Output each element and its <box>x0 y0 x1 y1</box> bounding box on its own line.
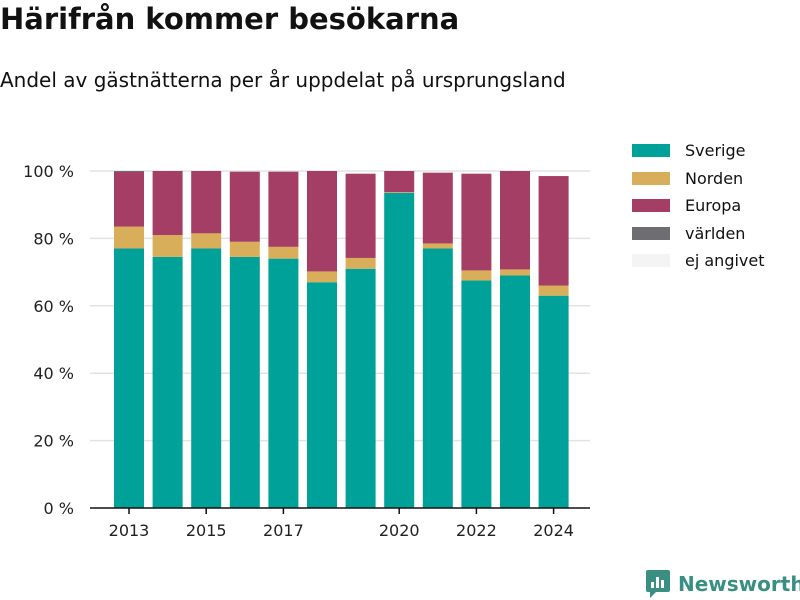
x-tick-label: 2017 <box>263 521 304 540</box>
legend: Sverige Norden Europa världen ej angivet <box>632 137 765 275</box>
legend-item: Norden <box>632 165 765 193</box>
bar-segment <box>229 171 260 242</box>
legend-item: Sverige <box>632 137 765 165</box>
bar-segment <box>384 192 415 508</box>
bar-segment <box>422 243 453 249</box>
legend-swatch <box>632 144 670 158</box>
y-tick-label: 100 % <box>23 162 74 181</box>
bars <box>114 171 569 508</box>
chart-subtitle: Andel av gästnätterna per år uppdelat på… <box>0 68 566 92</box>
bar-segment <box>229 256 260 508</box>
x-tick-label: 2024 <box>533 521 574 540</box>
legend-item: världen <box>632 220 765 248</box>
legend-swatch <box>632 226 670 240</box>
y-tick-label: 40 % <box>33 364 74 383</box>
bar-segment <box>229 241 260 257</box>
bar-segment <box>345 173 376 258</box>
y-tick-label: 60 % <box>33 297 74 316</box>
bar-segment <box>268 258 299 508</box>
bar-segment <box>152 256 183 508</box>
legend-label: ej angivet <box>685 251 765 271</box>
x-tick-label: 2020 <box>379 521 420 540</box>
chart-title: Härifrån kommer besökarna <box>0 2 460 36</box>
bar-segment <box>422 172 453 244</box>
legend-label: Sverige <box>685 141 746 161</box>
brand-name: Newsworthy <box>678 572 800 596</box>
y-tick-label: 80 % <box>33 229 74 248</box>
bar-segment <box>500 269 530 276</box>
bar-segment <box>268 246 299 259</box>
bar-segment <box>461 173 492 271</box>
legend-label: världen <box>685 223 746 243</box>
bar-segment <box>114 248 144 508</box>
legend-swatch <box>632 254 670 268</box>
bar-segment <box>345 268 376 508</box>
bar-segment <box>152 171 183 236</box>
bar-segment <box>538 295 569 508</box>
x-tick-label: 2022 <box>456 521 497 540</box>
bar-segment <box>384 171 415 193</box>
axes: 0 % 20 % 40 % 60 % 80 % 100 % 2013 2015 2017 2020… <box>23 162 590 540</box>
bar-segment <box>114 226 144 249</box>
y-tick-label: 20 % <box>33 432 74 451</box>
legend-item: Europa <box>632 192 765 220</box>
bar-segment <box>307 282 337 508</box>
brand-logo: Newsworthy <box>645 569 800 599</box>
chart-speech-bubble-icon <box>646 570 670 598</box>
bar-segment <box>384 192 415 193</box>
bar-segment <box>191 248 222 508</box>
bar-segment <box>114 172 144 227</box>
bar-segment <box>461 280 492 508</box>
bar-segment <box>307 271 337 283</box>
bar-segment <box>268 171 299 247</box>
legend-swatch <box>632 199 670 213</box>
legend-label: Norden <box>685 168 744 188</box>
bar-segment <box>500 275 530 508</box>
bar-segment <box>422 248 453 508</box>
bar-segment <box>191 233 222 249</box>
bar-segment <box>152 235 183 257</box>
legend-item: ej angivet <box>632 247 765 275</box>
x-tick-label: 2013 <box>109 521 150 540</box>
bar-segment <box>345 257 376 269</box>
bar-segment <box>114 171 144 173</box>
bar-segment <box>307 171 337 272</box>
bar-segment <box>461 270 492 281</box>
legend-swatch <box>632 171 670 185</box>
x-tick-label: 2015 <box>186 521 227 540</box>
y-tick-label: 0 % <box>44 499 74 518</box>
bar-segment <box>191 171 222 234</box>
legend-label: Europa <box>685 196 742 216</box>
bar-segment <box>538 176 569 286</box>
bar-segment <box>538 285 569 296</box>
bar-segment <box>500 171 530 270</box>
